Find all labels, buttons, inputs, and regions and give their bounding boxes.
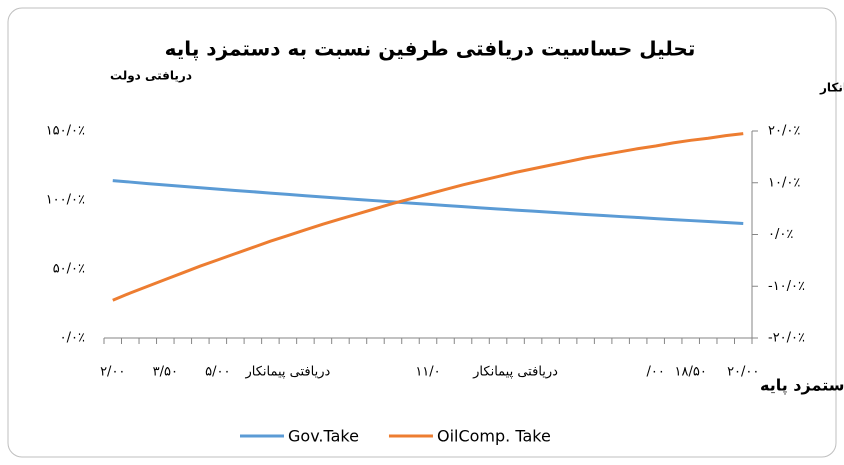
x-tick-label: ۰۰/: [646, 365, 664, 380]
y2-tick-label: ۲۰/۰٪: [768, 124, 800, 139]
y2-tick-label: ۰/۰٪: [768, 227, 793, 242]
y-tick-label: ۰/۰٪: [60, 331, 85, 346]
y2-tick-label: ۱۰/۰٪: [768, 175, 800, 190]
y-tick-label: ۱۵۰/۰٪: [46, 124, 85, 139]
y-tick-label: ۱۰۰/۰٪: [46, 193, 85, 208]
legend-label: OilComp. Take: [437, 427, 551, 446]
series-line: [112, 179, 744, 225]
chart-title: تحلیل حساسیت دریافتی طرفین نسبت به دستمز…: [165, 37, 696, 62]
x-tick-label: دریافتی پیمانکار: [244, 365, 330, 380]
legend-label: Gov.Take: [288, 427, 359, 446]
x-tick-label: ۲۰/۰۰: [727, 365, 759, 380]
x-tick-label: ۱۸/۵۰: [675, 365, 707, 380]
y-axis-title: دریافتی دولت: [110, 69, 192, 84]
x-tick-label: ۳/۵۰: [153, 365, 178, 380]
chart-frame: [7, 7, 837, 458]
series-line: [112, 132, 744, 302]
y2-axis-title: دریافتی پیمانکار: [819, 81, 844, 95]
y-tick-label: ۵۰/۰٪: [53, 262, 85, 277]
y2-tick-label: -۱۰/۰٪: [768, 279, 805, 294]
x-tick-label: دریافتی پیمانکار: [472, 365, 558, 380]
x-tick-label: ۱۱/۰: [415, 365, 440, 380]
x-axis-title: دستمزد پایه: [760, 376, 844, 396]
x-tick-label: ۵/۰۰: [205, 365, 230, 380]
x-tick-label: ۲/۰۰: [100, 365, 125, 380]
y2-tick-label: -۲۰/۰٪: [768, 331, 805, 346]
